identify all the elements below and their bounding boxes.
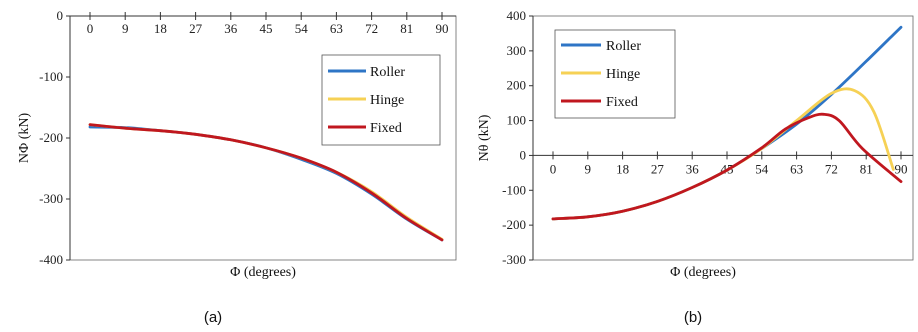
x-tick-label-a: 27	[189, 21, 203, 36]
legend-label-fixed-b: Fixed	[606, 95, 638, 110]
x-tick-label-b: 27	[651, 161, 665, 176]
y-tick-label-a: -400	[39, 252, 63, 267]
x-tick-label-b: 36	[686, 161, 700, 176]
x-tick-label-a: 81	[400, 21, 413, 36]
y-tick-label-b: 200	[507, 78, 527, 93]
y-tick-label-a: -200	[39, 130, 63, 145]
x-tick-label-a: 90	[436, 21, 449, 36]
x-tick-label-a: 36	[224, 21, 238, 36]
x-tick-label-b: 9	[585, 161, 592, 176]
y-tick-label-a: 0	[57, 8, 64, 23]
series-line-fixed-a	[88, 123, 444, 242]
caption-a: (a)	[204, 309, 222, 326]
legend-label-hinge-a: Hinge	[370, 93, 404, 108]
x-axis-label-a: Φ (degrees)	[230, 265, 296, 280]
x-tick-label-b: 72	[825, 161, 838, 176]
x-tick-label-a: 9	[122, 21, 129, 36]
y-tick-label-b: 0	[520, 147, 527, 162]
y-tick-label-b: -300	[502, 252, 526, 267]
x-tick-label-a: 63	[330, 21, 343, 36]
y-tick-label-b: 100	[507, 113, 527, 128]
legend-a: Roller Hinge Fixed	[321, 54, 441, 146]
legend-label-hinge-b: Hinge	[606, 67, 640, 82]
legend-label-fixed-a: Fixed	[370, 121, 402, 136]
y-tick-label-a: -100	[39, 69, 63, 84]
x-tick-label-b: 81	[860, 161, 873, 176]
x-tick-label-b: 18	[616, 161, 629, 176]
x-tick-label-a: 54	[295, 21, 309, 36]
legend-label-roller-b: Roller	[606, 39, 641, 54]
legend-label-roller-a: Roller	[370, 65, 405, 80]
x-tick-label-a: 45	[260, 21, 273, 36]
y-tick-label-b: -200	[502, 217, 526, 232]
caption-b: (b)	[684, 309, 702, 326]
y-tick-label-b: 400	[507, 8, 527, 23]
x-tick-label-b: 90	[895, 161, 908, 176]
x-axis-label-b: Φ (degrees)	[670, 265, 736, 280]
y-tick-label-b: 300	[507, 43, 527, 58]
x-tick-label-b: 63	[790, 161, 803, 176]
y-axis-label-b: Nθ (kN)	[477, 114, 492, 161]
x-tick-label-b: 0	[550, 161, 557, 176]
y-tick-label-b: -100	[502, 182, 526, 197]
series-line-fixed-b	[551, 112, 903, 221]
x-tick-label-a: 0	[87, 21, 94, 36]
x-tick-label-a: 72	[365, 21, 378, 36]
y-tick-label-a: -300	[39, 191, 63, 206]
x-tick-label-b: 54	[755, 161, 769, 176]
y-axis-label-a: NΦ (kN)	[17, 113, 32, 164]
x-tick-label-a: 18	[154, 21, 167, 36]
chart-a: 0 -100 -200 -300 -400 0 9 18 27 36 45 54 63 72 81 90 NΦ…	[17, 8, 457, 326]
legend-b: Roller Hinge Fixed	[554, 29, 676, 119]
